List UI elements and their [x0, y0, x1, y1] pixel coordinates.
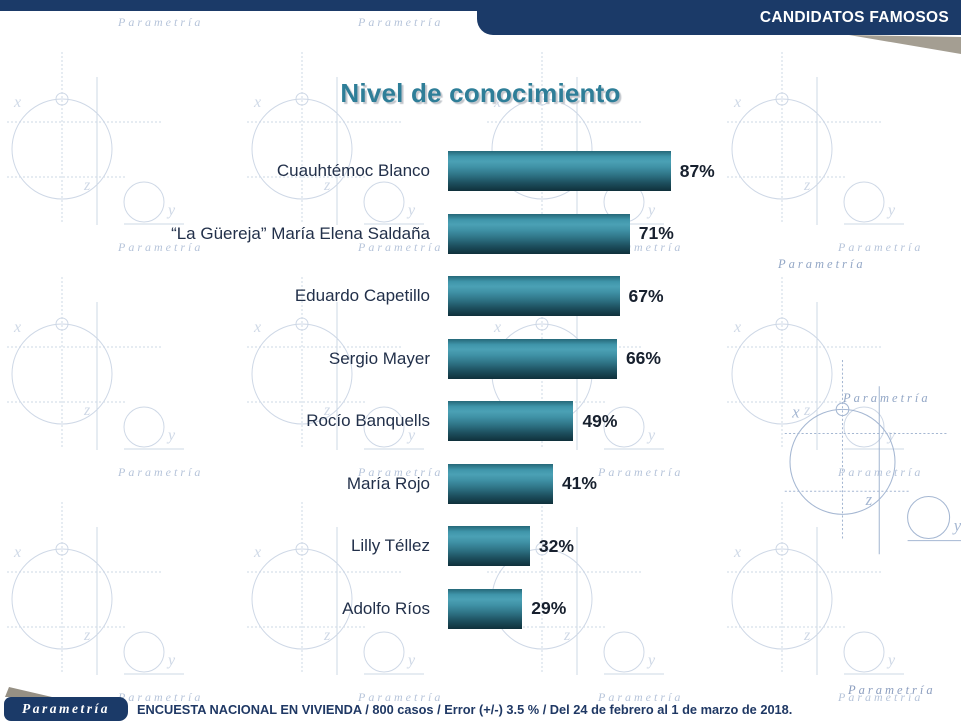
- bar: [448, 588, 523, 629]
- bar: [448, 276, 620, 317]
- category-label: María Rojo: [346, 473, 430, 493]
- value-label: 66%: [625, 348, 661, 369]
- category-label: Cuauhtémoc Blanco: [276, 161, 430, 181]
- bar-row: Lilly Téllez 32%: [0, 515, 961, 578]
- value-label: 41%: [561, 473, 597, 494]
- value-label: 29%: [531, 598, 567, 619]
- value-label: 32%: [538, 535, 574, 556]
- bar: [448, 213, 630, 254]
- value-label: 67%: [628, 285, 664, 306]
- bar-row: “La Güereja” María Elena Saldaña 71%: [0, 203, 961, 266]
- bar-row: Cuauhtémoc Blanco 87%: [0, 140, 961, 203]
- header-banner: CANDIDATOS FAMOSOS: [477, 0, 961, 35]
- bar-row: María Rojo 41%: [0, 453, 961, 516]
- bar: [448, 151, 671, 192]
- value-label: 49%: [582, 410, 618, 431]
- survey-methodology-note: ENCUESTA NACIONAL EN VIVIENDA / 800 caso…: [137, 702, 793, 717]
- watermark-text: Parametría: [847, 683, 936, 697]
- bar-row: Eduardo Capetillo 67%: [0, 265, 961, 328]
- bar-row: Sergio Mayer 66%: [0, 328, 961, 391]
- bar-chart: Cuauhtémoc Blanco 87% “La Güereja” María E…: [0, 140, 961, 640]
- category-label: Rocío Banquells: [306, 411, 430, 431]
- category-label: Lilly Téllez: [350, 536, 430, 556]
- bar: [448, 401, 574, 442]
- category-label: Adolfo Ríos: [342, 598, 430, 618]
- category-label: Eduardo Capetillo: [294, 286, 430, 306]
- bar: [448, 526, 530, 567]
- page-title: Nivel de conocimiento: [340, 78, 621, 108]
- watermark-text: Parametría: [842, 391, 931, 405]
- bar: [448, 338, 617, 379]
- watermark-text: Parametría: [777, 257, 866, 271]
- bar-row: Rocío Banquells 49%: [0, 390, 961, 453]
- value-label: 71%: [638, 223, 674, 244]
- parametria-logo: Parametría: [4, 697, 128, 721]
- category-label: “La Güereja” María Elena Saldaña: [171, 223, 430, 243]
- banner-label: CANDIDATOS FAMOSOS: [759, 8, 949, 26]
- bar-row: Adolfo Ríos 29%: [0, 578, 961, 641]
- bar: [448, 463, 553, 504]
- category-label: Sergio Mayer: [328, 348, 430, 368]
- parametria-logo-text: Parametría: [22, 701, 110, 716]
- value-label: 87%: [679, 160, 715, 181]
